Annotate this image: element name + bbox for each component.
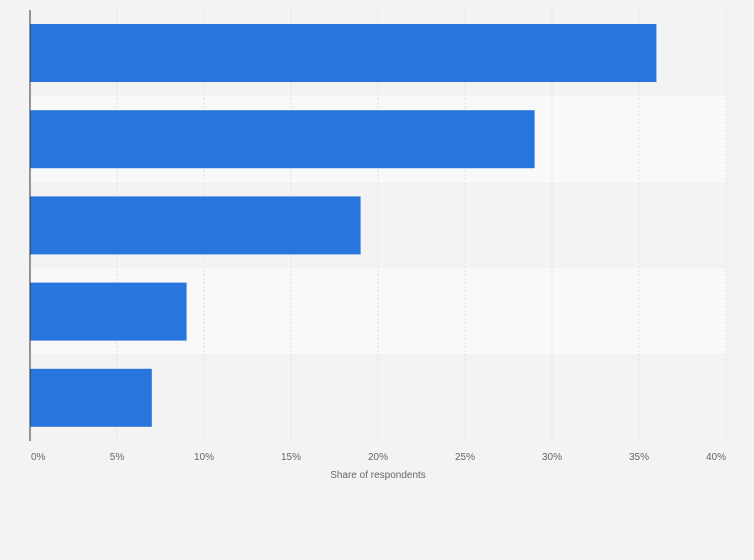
x-tick-label: 30% — [542, 452, 562, 463]
bar[interactable] — [30, 368, 152, 427]
bar[interactable] — [30, 196, 361, 255]
bars — [30, 24, 657, 427]
x-tick-label: 40% — [706, 452, 726, 463]
x-tick-label: 25% — [455, 452, 475, 463]
x-axis-title: Share of respondents — [330, 470, 426, 481]
x-tick-label: 35% — [629, 452, 649, 463]
bar[interactable] — [30, 282, 187, 341]
bar[interactable] — [30, 24, 657, 82]
x-axis-tick-labels: 0% 5% 10% 15% 20% 25% 30% 35% 40% — [31, 452, 726, 463]
x-tick-label: 5% — [110, 452, 125, 463]
x-tick-label: 20% — [368, 452, 388, 463]
x-tick-label: 15% — [281, 452, 301, 463]
x-tick-label: 10% — [194, 452, 214, 463]
bar[interactable] — [30, 110, 535, 169]
x-tick-label: 0% — [31, 452, 46, 463]
